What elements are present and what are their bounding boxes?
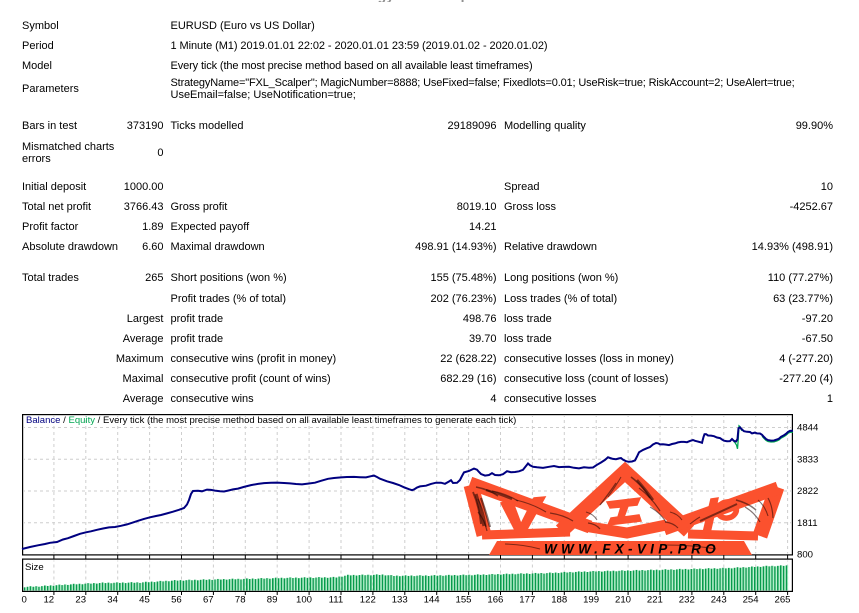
svg-text:155: 155 (455, 595, 471, 606)
svg-text:1811: 1811 (797, 518, 818, 529)
svg-text:WWW.FX-VIP.PRO: WWW.FX-VIP.PRO (544, 542, 720, 557)
svg-text:254: 254 (743, 595, 760, 606)
svg-text:122: 122 (360, 595, 376, 606)
svg-text:Size: Size (25, 562, 44, 573)
svg-text:100: 100 (296, 595, 312, 606)
svg-text:78: 78 (235, 595, 246, 606)
svg-text:243: 243 (711, 595, 727, 606)
svg-text:166: 166 (487, 595, 503, 606)
svg-text:34: 34 (107, 595, 118, 606)
svg-text:0: 0 (22, 595, 27, 606)
svg-text:Balance / Equity / Every tick: Balance / Equity / Every tick (the most … (26, 415, 516, 426)
svg-text:56: 56 (171, 595, 182, 606)
svg-text:45: 45 (139, 595, 150, 606)
svg-text:177: 177 (519, 595, 535, 606)
svg-text:111: 111 (329, 595, 344, 606)
svg-text:12: 12 (43, 595, 54, 606)
svg-text:221: 221 (647, 595, 663, 606)
svg-text:188: 188 (551, 595, 567, 606)
svg-text:89: 89 (267, 595, 278, 606)
svg-text:4844: 4844 (797, 423, 819, 434)
svg-text:2822: 2822 (797, 486, 818, 497)
svg-text:144: 144 (424, 595, 441, 606)
svg-text:800: 800 (797, 550, 813, 561)
svg-text:232: 232 (679, 595, 695, 606)
svg-text:67: 67 (203, 595, 214, 606)
svg-text:3833: 3833 (797, 454, 818, 465)
svg-text:210: 210 (615, 595, 631, 606)
svg-text:133: 133 (392, 595, 408, 606)
svg-text:265: 265 (774, 595, 790, 606)
svg-text:23: 23 (75, 595, 86, 606)
svg-text:199: 199 (583, 595, 599, 606)
